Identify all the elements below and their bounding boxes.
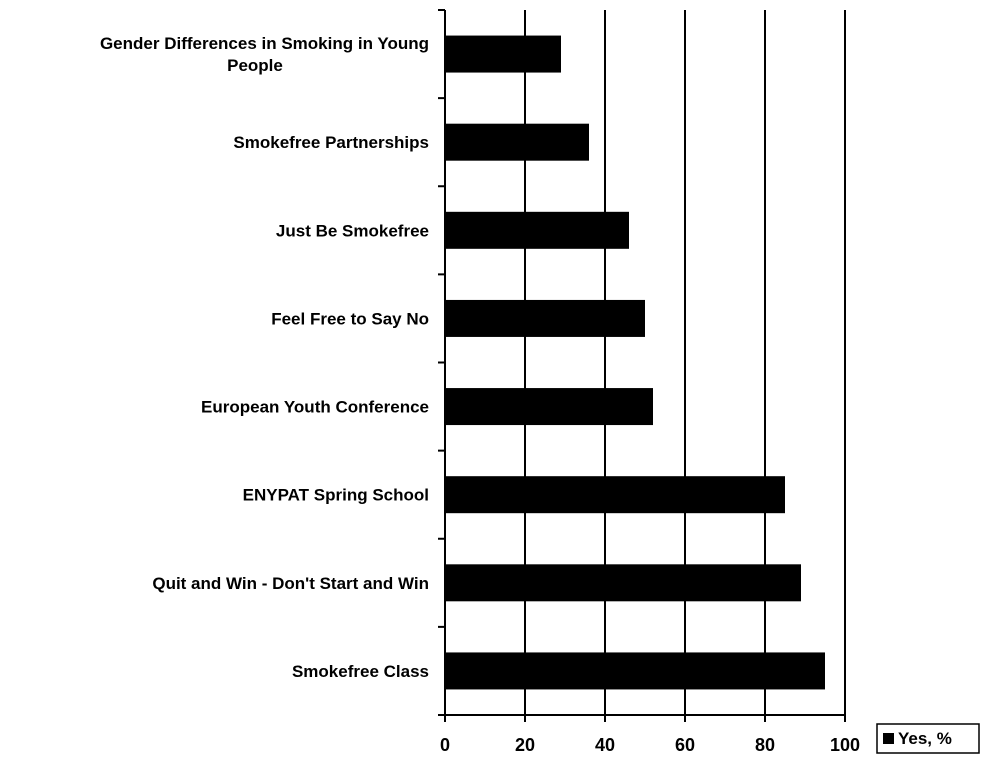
category-label-2: Just Be Smokefree: [276, 221, 429, 240]
bar-2: [445, 212, 629, 249]
bar-7: [445, 652, 825, 689]
legend-label: Yes, %: [898, 729, 952, 748]
x-tick-label-60: 60: [675, 735, 695, 755]
x-tick-label-0: 0: [440, 735, 450, 755]
category-label-6: Quit and Win - Don't Start and Win: [152, 574, 429, 593]
bar-0: [445, 36, 561, 73]
category-label-7: Smokefree Class: [292, 662, 429, 681]
x-tick-label-100: 100: [830, 735, 860, 755]
bar-6: [445, 564, 801, 601]
x-tick-label-20: 20: [515, 735, 535, 755]
x-tick-label-80: 80: [755, 735, 775, 755]
category-label-3: Feel Free to Say No: [271, 309, 429, 328]
category-label-0-line-0: Gender Differences in Smoking in Young: [100, 34, 429, 53]
bar-3: [445, 300, 645, 337]
x-tick-label-40: 40: [595, 735, 615, 755]
category-label-0-line-1: People: [227, 56, 283, 75]
bar-5: [445, 476, 785, 513]
bar-4: [445, 388, 653, 425]
category-label-4: European Youth Conference: [201, 398, 429, 417]
category-label-1: Smokefree Partnerships: [233, 133, 429, 152]
legend-swatch: [883, 733, 894, 744]
bar-1: [445, 124, 589, 161]
category-label-5: ENYPAT Spring School: [243, 486, 429, 505]
